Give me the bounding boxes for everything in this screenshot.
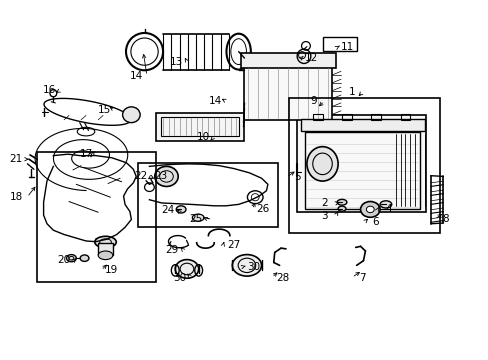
Bar xyxy=(305,132,419,210)
Text: 14: 14 xyxy=(129,71,142,81)
Bar xyxy=(98,243,113,255)
Ellipse shape xyxy=(232,255,261,276)
Bar xyxy=(297,116,426,212)
Bar xyxy=(323,37,356,51)
Bar xyxy=(400,114,409,120)
Ellipse shape xyxy=(379,201,391,208)
Text: 2: 2 xyxy=(321,198,327,208)
Text: 26: 26 xyxy=(256,204,269,215)
Text: 22: 22 xyxy=(134,171,147,181)
Text: 28: 28 xyxy=(275,273,288,283)
Bar xyxy=(240,53,335,68)
Bar xyxy=(138,163,277,227)
Text: 4: 4 xyxy=(384,204,391,215)
Text: 24: 24 xyxy=(161,206,174,216)
Bar xyxy=(370,114,380,120)
Text: 23: 23 xyxy=(154,171,167,181)
Text: 17: 17 xyxy=(79,149,92,159)
Ellipse shape xyxy=(336,199,346,205)
Text: 14: 14 xyxy=(208,96,222,106)
Ellipse shape xyxy=(155,166,178,186)
Text: 18: 18 xyxy=(10,192,23,202)
Text: 29: 29 xyxy=(165,245,179,255)
Text: 25: 25 xyxy=(189,214,202,224)
Text: 10: 10 xyxy=(196,132,209,142)
Text: 30: 30 xyxy=(173,273,186,283)
Bar xyxy=(341,114,351,120)
Bar xyxy=(156,113,243,140)
Text: 6: 6 xyxy=(371,217,378,227)
Bar xyxy=(312,114,322,120)
Text: 5: 5 xyxy=(293,172,300,182)
Bar xyxy=(300,119,424,131)
Ellipse shape xyxy=(366,206,373,213)
Bar xyxy=(244,66,331,120)
Ellipse shape xyxy=(98,251,113,260)
Ellipse shape xyxy=(95,236,116,248)
Text: 30: 30 xyxy=(246,262,259,272)
Ellipse shape xyxy=(122,107,140,123)
Text: 9: 9 xyxy=(310,96,316,106)
Bar xyxy=(160,117,238,136)
Text: 1: 1 xyxy=(348,87,354,97)
Bar xyxy=(289,98,439,233)
Text: 16: 16 xyxy=(43,85,56,95)
Text: 27: 27 xyxy=(227,240,240,250)
Text: 11: 11 xyxy=(341,42,354,52)
Ellipse shape xyxy=(306,147,337,181)
Text: 7: 7 xyxy=(359,273,365,283)
Ellipse shape xyxy=(80,255,89,261)
Bar xyxy=(37,152,156,282)
Ellipse shape xyxy=(192,214,203,221)
Ellipse shape xyxy=(175,260,198,278)
Text: 8: 8 xyxy=(441,215,448,224)
Text: 20: 20 xyxy=(58,255,70,265)
Ellipse shape xyxy=(176,206,185,213)
Ellipse shape xyxy=(360,202,379,217)
Ellipse shape xyxy=(337,206,345,211)
Text: 3: 3 xyxy=(321,211,327,221)
Text: 19: 19 xyxy=(105,265,118,275)
Text: 21: 21 xyxy=(10,154,23,164)
Ellipse shape xyxy=(66,255,76,262)
Text: 13: 13 xyxy=(169,57,183,67)
Text: 15: 15 xyxy=(97,105,110,115)
Text: 12: 12 xyxy=(305,53,318,63)
